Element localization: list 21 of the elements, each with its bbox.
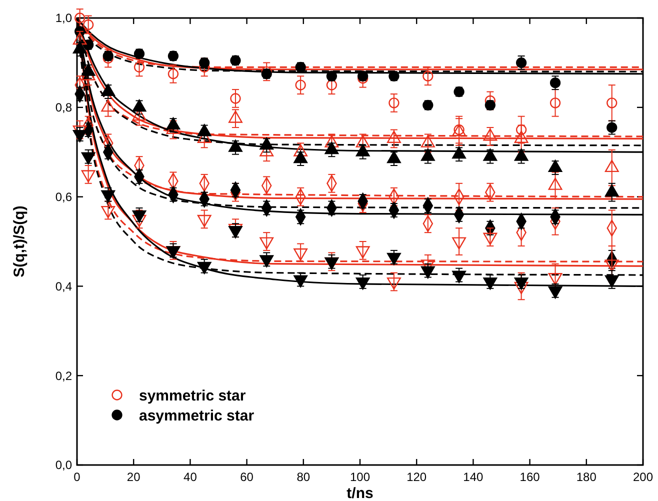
- y-axis-title: S(q,t)/S(q): [11, 206, 28, 278]
- x-tick-label: 40: [184, 470, 198, 484]
- y-tick-label: 0,0: [55, 458, 72, 472]
- y-tick-label: 1,0: [55, 11, 72, 26]
- x-tick-label: 200: [632, 470, 654, 484]
- legend-label: asymmetric star: [139, 407, 254, 424]
- x-tick-label: 20: [126, 470, 141, 484]
- x-tick-label: 160: [520, 470, 540, 484]
- x-axis-title: t/ns: [346, 485, 374, 501]
- x-tick-label: 140: [463, 470, 484, 484]
- x-tick-label: 120: [406, 470, 427, 484]
- y-tick-label: 0,2: [55, 368, 72, 383]
- y-tick-label: 0,4: [55, 279, 72, 294]
- x-tick-label: 60: [240, 470, 254, 484]
- x-tick-label: 180: [576, 470, 597, 484]
- x-tick-label: 100: [350, 470, 370, 484]
- x-tick-label: 0: [74, 470, 81, 484]
- x-tick-label: 80: [296, 470, 310, 484]
- legend-label: symmetric star: [139, 387, 246, 404]
- y-tick-label: 0,6: [55, 190, 72, 204]
- y-tick-label: 0,8: [55, 100, 72, 115]
